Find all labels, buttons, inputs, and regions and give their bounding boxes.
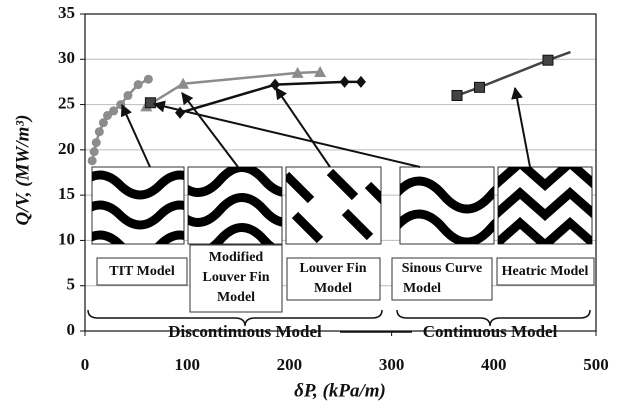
point: [143, 74, 153, 84]
point: [339, 75, 350, 88]
y-tick-label: 25: [58, 93, 75, 112]
point: [144, 97, 156, 109]
annotation: Model: [403, 281, 441, 296]
point: [102, 110, 112, 120]
point: [94, 127, 104, 137]
y-tick-label: 10: [58, 229, 75, 248]
plot: [87, 50, 571, 166]
group-label: Continuous Model: [423, 322, 558, 341]
annotation: Model: [217, 290, 255, 305]
annotation: Sinous Curve: [402, 261, 483, 276]
x-tick-label: 0: [81, 355, 90, 374]
label-box: [96, 257, 188, 286]
x-tick-label: 400: [481, 355, 507, 374]
point: [123, 91, 133, 101]
label-box: [391, 257, 493, 301]
x-tick-label: 100: [174, 355, 200, 374]
pattern-images: [91, 166, 593, 245]
y-tick-label: 15: [58, 184, 75, 203]
point: [177, 77, 190, 89]
point: [109, 106, 119, 116]
x-tick-label: 200: [277, 355, 303, 374]
y-tick-label: 30: [58, 48, 75, 67]
point: [291, 66, 304, 78]
point: [355, 75, 366, 88]
y-tick-label: 5: [67, 275, 76, 294]
series-line: [145, 70, 321, 108]
y-tick-label: 20: [58, 139, 75, 158]
y-tick-label: 35: [58, 3, 75, 22]
point: [473, 81, 485, 93]
label-box: [286, 257, 381, 301]
y-tick-label: 0: [67, 320, 76, 339]
series-line: [179, 80, 361, 114]
point: [451, 90, 463, 102]
label-box: [189, 244, 283, 313]
x-tick-label: 500: [583, 355, 609, 374]
point: [314, 65, 327, 77]
x-tick-label: 300: [379, 355, 405, 374]
x-axis-label: δP, (kPa/m): [294, 380, 386, 401]
point: [98, 118, 108, 128]
annotation: Louver Fin: [202, 270, 269, 285]
y-axis-label: Q/V, (MW/m³): [12, 115, 33, 226]
braces: [87, 309, 591, 333]
arrows: [120, 86, 531, 168]
annotation: Louver Fin: [299, 261, 366, 276]
annotation: TIT Model: [109, 264, 175, 279]
label-box: [496, 257, 595, 286]
point: [89, 147, 99, 157]
point: [270, 78, 281, 91]
point: [542, 54, 554, 66]
annotation: Heatric Model: [502, 264, 589, 279]
annotation: Modified: [209, 250, 264, 265]
annotation: Model: [314, 281, 352, 296]
plot-frame: [84, 13, 597, 332]
group-label: Discontinuous Model: [168, 322, 322, 341]
point: [87, 156, 97, 166]
series-line: [456, 50, 571, 97]
point: [91, 138, 101, 148]
point: [133, 80, 143, 90]
